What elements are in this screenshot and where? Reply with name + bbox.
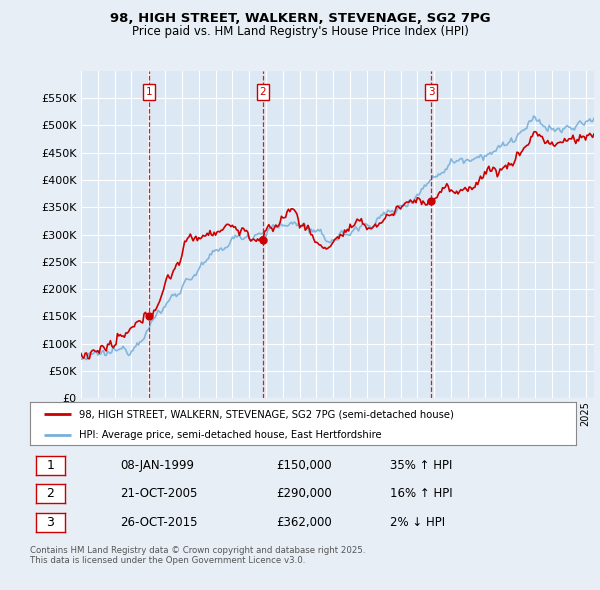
Text: 08-JAN-1999: 08-JAN-1999 (120, 459, 194, 472)
Text: 16% ↑ HPI: 16% ↑ HPI (390, 487, 452, 500)
Text: 2: 2 (260, 87, 266, 97)
Text: 26-OCT-2015: 26-OCT-2015 (120, 516, 197, 529)
Text: 35% ↑ HPI: 35% ↑ HPI (390, 459, 452, 472)
Text: 98, HIGH STREET, WALKERN, STEVENAGE, SG2 7PG: 98, HIGH STREET, WALKERN, STEVENAGE, SG2… (110, 12, 490, 25)
Text: £362,000: £362,000 (276, 516, 332, 529)
Text: 21-OCT-2005: 21-OCT-2005 (120, 487, 197, 500)
Text: 3: 3 (46, 516, 55, 529)
Text: Price paid vs. HM Land Registry's House Price Index (HPI): Price paid vs. HM Land Registry's House … (131, 25, 469, 38)
Text: 98, HIGH STREET, WALKERN, STEVENAGE, SG2 7PG (semi-detached house): 98, HIGH STREET, WALKERN, STEVENAGE, SG2… (79, 409, 454, 419)
Text: 3: 3 (428, 87, 434, 97)
Text: 2: 2 (46, 487, 55, 500)
Text: 1: 1 (46, 459, 55, 472)
Text: £150,000: £150,000 (276, 459, 332, 472)
Text: 2% ↓ HPI: 2% ↓ HPI (390, 516, 445, 529)
Text: Contains HM Land Registry data © Crown copyright and database right 2025.
This d: Contains HM Land Registry data © Crown c… (30, 546, 365, 565)
Text: HPI: Average price, semi-detached house, East Hertfordshire: HPI: Average price, semi-detached house,… (79, 430, 382, 440)
Text: £290,000: £290,000 (276, 487, 332, 500)
Text: 1: 1 (145, 87, 152, 97)
